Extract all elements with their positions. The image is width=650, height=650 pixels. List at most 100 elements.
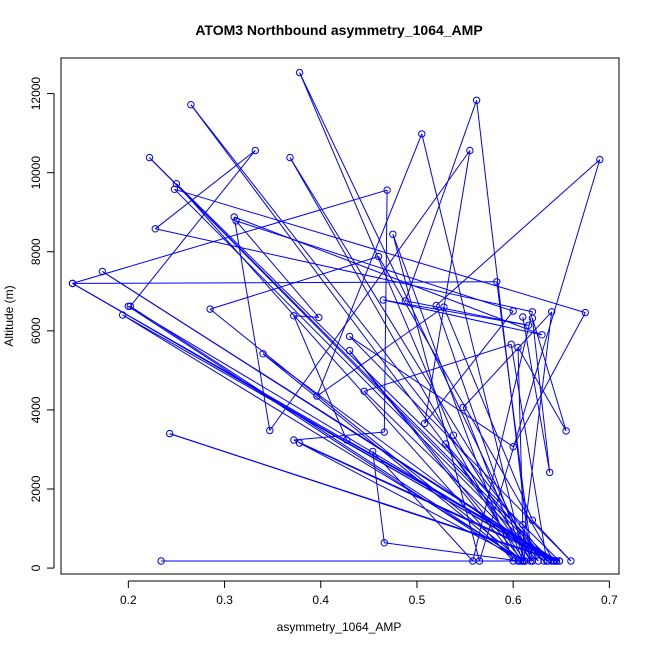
data-point <box>295 68 304 77</box>
data-point <box>519 520 527 529</box>
data-line-segment <box>522 524 526 562</box>
data-line-segment <box>299 72 533 562</box>
data-line-segment <box>149 157 553 562</box>
data-line-segment <box>289 157 522 562</box>
data-point <box>449 431 458 439</box>
data-point <box>295 439 304 447</box>
data-point <box>475 557 484 565</box>
data-point <box>360 387 368 395</box>
data-point <box>519 557 527 565</box>
data-line-segment <box>129 150 256 307</box>
data-line-segment <box>72 282 557 562</box>
data-point <box>206 305 214 313</box>
x-tick-label: 0.5 <box>409 593 426 607</box>
data-line-segment <box>363 343 512 392</box>
data-point <box>232 217 240 225</box>
data-point-group <box>68 68 604 565</box>
data-point <box>534 557 542 565</box>
data-line-segment <box>269 150 471 431</box>
data-point <box>170 185 179 194</box>
data-line-segment <box>349 350 519 562</box>
data-point <box>581 308 589 317</box>
data-line-segment <box>384 542 519 562</box>
data-point <box>286 153 294 162</box>
data-line-segment <box>445 443 548 562</box>
y-axis-label: Altitude (m) <box>2 285 16 346</box>
y-tick-label: 8000 <box>29 238 43 265</box>
data-point <box>507 340 515 348</box>
data-point <box>401 297 410 305</box>
data-line-segment <box>510 344 548 562</box>
data-point <box>418 130 426 138</box>
data-line-segment <box>154 150 256 230</box>
data-line-segment <box>520 311 553 562</box>
data-point <box>374 252 383 261</box>
plot-frame <box>60 57 620 575</box>
data-line-segment <box>316 133 423 397</box>
x-axis-label: asymmetry_1064_AMP <box>277 620 402 634</box>
data-line-segment <box>424 150 471 424</box>
data-point <box>528 516 537 524</box>
data-line-segment <box>479 159 601 562</box>
y-tick-label: 0 <box>29 564 43 571</box>
y-axis: 0 2000 4000 6000 8000 10000 12000 <box>29 77 55 571</box>
data-point <box>472 96 481 105</box>
data-line-segment <box>349 350 524 562</box>
data-point <box>118 311 127 319</box>
data-line-segment <box>363 390 539 562</box>
data-line-segment <box>404 100 478 301</box>
data-point <box>552 557 561 565</box>
x-tick-label: 0.6 <box>505 593 522 607</box>
data-line-segment <box>262 353 519 562</box>
data-point <box>369 447 377 456</box>
data-point <box>526 557 535 565</box>
data-line-segment <box>130 305 524 562</box>
x-axis: 0.2 0.3 0.4 0.5 0.6 0.7 <box>120 580 618 607</box>
data-point <box>546 468 554 477</box>
data-point <box>124 302 133 310</box>
data-line-segment <box>122 314 525 562</box>
data-point <box>421 419 429 428</box>
data-point <box>345 346 354 355</box>
x-tick-label: 0.7 <box>601 593 618 607</box>
data-point <box>432 301 440 310</box>
data-line-segment <box>349 335 514 448</box>
data-line-segment <box>472 311 533 562</box>
data-point <box>251 146 260 155</box>
data-line-segment <box>176 183 514 562</box>
data-line-segment <box>445 443 526 562</box>
data-line-segment <box>512 312 586 447</box>
data-point <box>379 296 387 304</box>
data-line-segment <box>421 133 526 562</box>
data-line-segment <box>316 306 445 397</box>
data-point <box>380 428 388 436</box>
data-line-group <box>72 72 601 562</box>
data-line-segment <box>531 318 567 432</box>
y-tick-label: 4000 <box>29 396 43 423</box>
data-point <box>521 557 529 565</box>
data-point <box>98 267 107 276</box>
data-point <box>230 213 238 221</box>
data-line-segment <box>435 159 601 306</box>
y-tick-label: 6000 <box>29 317 43 344</box>
data-line-segment <box>435 305 526 562</box>
data-point <box>528 314 537 322</box>
data-point <box>145 153 154 162</box>
data-point <box>157 557 165 565</box>
data-point <box>68 279 77 288</box>
data-point <box>548 308 556 316</box>
data-point <box>538 331 546 339</box>
data-line-segment <box>443 306 533 521</box>
data-point <box>187 101 195 109</box>
data-line-segment <box>522 316 551 473</box>
data-point <box>509 443 517 451</box>
data-point <box>343 436 351 444</box>
data-line-segment <box>190 104 549 562</box>
data-line-segment <box>293 315 348 441</box>
data-point <box>596 155 604 164</box>
data-line-segment <box>155 228 533 313</box>
data-point <box>555 557 564 565</box>
data-point <box>540 557 548 565</box>
x-tick-label: 0.3 <box>216 593 233 607</box>
data-line-segment <box>293 431 385 441</box>
